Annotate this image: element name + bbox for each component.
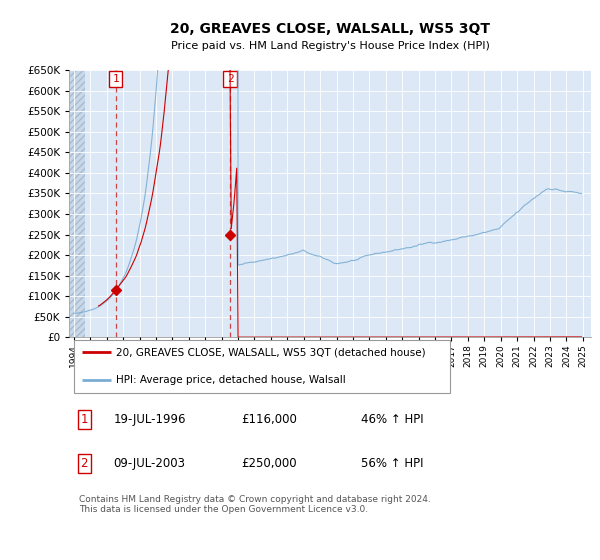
Text: 20, GREAVES CLOSE, WALSALL, WS5 3QT (detached house): 20, GREAVES CLOSE, WALSALL, WS5 3QT (det… xyxy=(116,347,425,357)
Text: 2: 2 xyxy=(80,457,88,470)
Text: 09-JUL-2003: 09-JUL-2003 xyxy=(113,457,185,470)
Text: 19-JUL-1996: 19-JUL-1996 xyxy=(113,413,186,426)
Text: Contains HM Land Registry data © Crown copyright and database right 2024.
This d: Contains HM Land Registry data © Crown c… xyxy=(79,495,431,515)
Text: HPI: Average price, detached house, Walsall: HPI: Average price, detached house, Wals… xyxy=(116,375,346,385)
Text: 46% ↑ HPI: 46% ↑ HPI xyxy=(361,413,424,426)
FancyBboxPatch shape xyxy=(74,340,450,393)
Text: 20, GREAVES CLOSE, WALSALL, WS5 3QT: 20, GREAVES CLOSE, WALSALL, WS5 3QT xyxy=(170,22,490,36)
Bar xyxy=(69,70,85,337)
Text: 2: 2 xyxy=(227,74,233,84)
Bar xyxy=(69,70,85,337)
Text: 1: 1 xyxy=(80,413,88,426)
Text: £250,000: £250,000 xyxy=(241,457,297,470)
Text: 56% ↑ HPI: 56% ↑ HPI xyxy=(361,457,424,470)
Text: Price paid vs. HM Land Registry's House Price Index (HPI): Price paid vs. HM Land Registry's House … xyxy=(170,41,490,51)
Text: £116,000: £116,000 xyxy=(241,413,297,426)
Text: 1: 1 xyxy=(112,74,119,84)
